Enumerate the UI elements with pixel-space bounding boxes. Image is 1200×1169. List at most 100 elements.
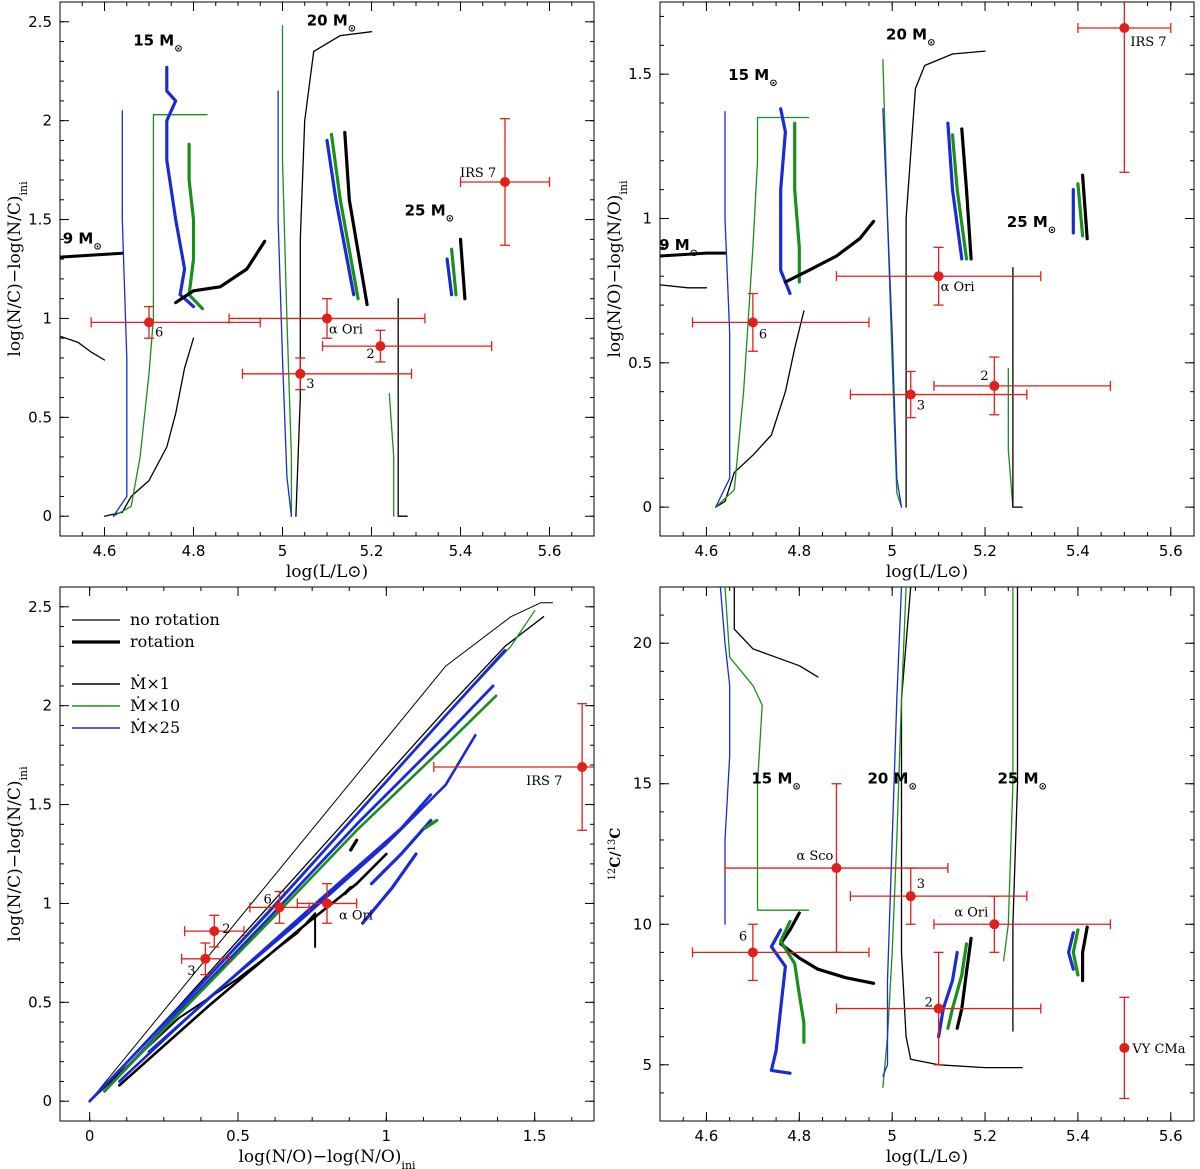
observation-label: 2 [222, 922, 230, 937]
observation-marker [831, 863, 842, 874]
x-tick-label: 4.8 [182, 542, 206, 560]
observation-marker [500, 176, 510, 187]
y-tick-label: 1 [42, 309, 52, 327]
plot-frame [659, 586, 1195, 1122]
legend-label: Ṁ×1 [130, 673, 170, 693]
track-mdot1 [60, 251, 124, 259]
track-mdot1 [779, 911, 876, 985]
plot-frame [59, 586, 595, 1122]
observation-point: α Ori [933, 895, 1112, 954]
track-mdot1 [60, 335, 106, 361]
y-tick-label: 1 [642, 209, 652, 227]
track-mdot10 [882, 59, 903, 508]
x-tick-label: 1.5 [523, 1127, 547, 1145]
x-tick-label: 5.6 [1159, 542, 1183, 560]
observation-point: 3 [180, 942, 230, 979]
mass-label: 25 M⊙ [997, 770, 1046, 793]
legend-label: rotation [130, 632, 195, 651]
observation-point: IRS 7 [1077, 2, 1172, 173]
observation-label: 2 [925, 996, 933, 1011]
observation-point: 2 [933, 356, 1112, 416]
track-mdot1 [1012, 587, 1019, 1032]
observation-marker [933, 271, 944, 282]
y-tick-label: 0 [42, 1092, 52, 1110]
mass-label: 25 M⊙ [405, 202, 454, 225]
mass-label: 15 M⊙ [751, 770, 800, 793]
panel-b-chart: 4.6 4.8 5 5.2 5.4 5.6 0 0.5 1 1.5 log(L/L⊙) log(N/O… [605, 1, 1195, 582]
track-mdot25 [165, 65, 196, 309]
x-axis-label: log(N/O)−log(N/O)ini [238, 1147, 416, 1169]
x-tick-label: 4.8 [787, 1127, 811, 1145]
observation-label: IRS 7 [460, 166, 496, 181]
observation-marker [747, 317, 758, 328]
observation-label: 2 [980, 369, 988, 384]
observation-label: 6 [739, 929, 747, 944]
mass-label: 15 M⊙ [728, 66, 777, 89]
track-mdot1 [103, 337, 195, 517]
plot-area: IRS 7 α Ori 2 3 6 [660, 2, 1172, 508]
y-tick-label: 20 [633, 634, 652, 652]
track-mdot25 [277, 90, 293, 517]
track-mdot1 [1012, 266, 1023, 508]
legend-label: no rotation [130, 610, 220, 629]
plot-area: α Sco 3 α Ori 6 2 VY CMa [691, 587, 1186, 1100]
y-tick-label: 0.5 [628, 354, 652, 372]
y-tick-label: 2 [42, 697, 52, 715]
y-tick-label: 0 [642, 498, 652, 516]
track-mdot10 [450, 247, 458, 297]
track-mdot10 [103, 694, 498, 1093]
track-mdot1 [397, 298, 408, 517]
y-axis-label: log(N/O)−log(N/O)ini [605, 180, 630, 358]
y-tick-label: 2.5 [28, 598, 52, 616]
y-tick-label: 0 [42, 507, 52, 525]
track-mdot1 [733, 587, 819, 678]
observation-point: α Ori [296, 883, 373, 924]
observation-point: 2 [183, 914, 245, 948]
observation-point: IRS 7 [433, 703, 594, 831]
x-tick-label: 5.6 [538, 542, 562, 560]
track-mdot1 [458, 237, 467, 301]
track-mdot1 [89, 602, 553, 1102]
observation-marker [905, 389, 916, 400]
track-mdot1 [343, 130, 369, 307]
observation-marker [1119, 1042, 1130, 1053]
plot-frame [659, 1, 1195, 537]
observation-label: 3 [917, 877, 925, 892]
track-mdot25 [445, 257, 454, 297]
x-tick-label: 5 [887, 1127, 897, 1145]
observation-label: α Ori [941, 280, 975, 295]
observation-marker [989, 380, 1000, 391]
track-mdot1 [660, 284, 708, 289]
x-tick-label: 4.6 [695, 1127, 719, 1145]
track-mdot10 [950, 133, 969, 261]
y-tick-label: 5 [642, 1056, 652, 1074]
track-mdot25 [1066, 931, 1075, 971]
legend-label: Ṁ×25 [130, 717, 180, 737]
observation-marker [747, 947, 758, 958]
y-tick-label: 0.5 [28, 408, 52, 426]
track-mdot25 [719, 587, 731, 925]
y-tick-label: 0.5 [28, 993, 52, 1011]
track-mdot1 [900, 587, 1023, 1069]
y-tick-label: 1.5 [28, 796, 52, 814]
mass-label: 20 M⊙ [867, 770, 916, 793]
observation-label: VY CMa [1131, 1042, 1185, 1057]
track-mdot25 [936, 950, 959, 1039]
observation-marker [905, 891, 916, 902]
panel-d-chart: 4.6 4.8 5 5.2 5.4 5.6 5 10 15 20 log(L/L⊙) 12C/13C α… [607, 586, 1195, 1167]
observation-marker [375, 341, 386, 352]
x-tick-label: 5.2 [360, 542, 384, 560]
mass-label: 9 M⊙ [659, 236, 698, 259]
observation-label: α Sco [796, 849, 833, 864]
track-mdot25 [882, 587, 903, 1077]
track-mdot10 [793, 121, 801, 284]
track-mdot1 [1080, 173, 1089, 241]
track-mdot1 [118, 852, 388, 1087]
observation-label: IRS 7 [1130, 35, 1166, 50]
observation-label: 3 [917, 399, 925, 414]
observation-point: 6 [90, 305, 261, 340]
track-mdot25 [88, 648, 507, 1103]
mass-label: 20 M⊙ [307, 12, 356, 35]
observation-point: 3 [241, 357, 413, 392]
x-tick-label: 5 [278, 542, 288, 560]
